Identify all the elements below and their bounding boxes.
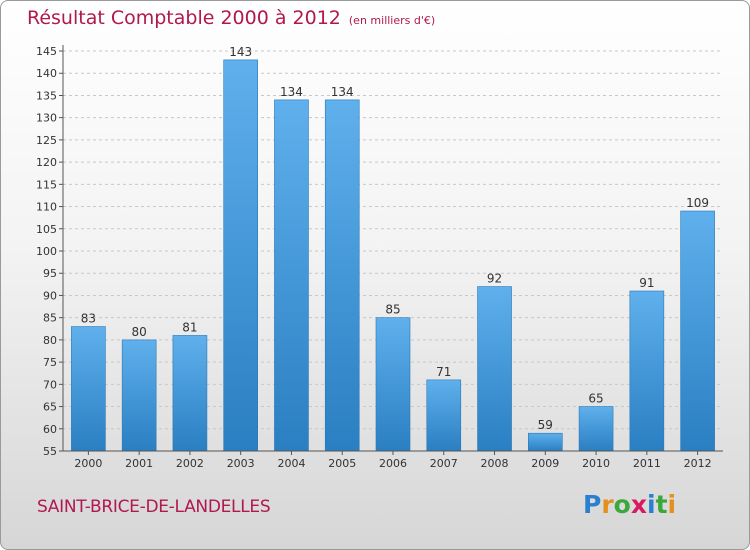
data-label: 109 [686, 196, 709, 210]
data-label: 85 [385, 303, 400, 317]
x-tick-label: 2007 [430, 457, 458, 470]
x-tick-label: 2002 [176, 457, 204, 470]
y-tick-label: 95 [43, 267, 57, 280]
x-tick-label: 2004 [277, 457, 305, 470]
x-tick-label: 2011 [633, 457, 661, 470]
y-tick-label: 100 [36, 245, 57, 258]
data-label: 143 [229, 45, 252, 59]
bar [274, 99, 309, 452]
logo-letter: x [630, 490, 647, 519]
bar [426, 379, 462, 452]
bar [680, 210, 715, 452]
y-tick-label: 140 [36, 67, 57, 80]
x-tick-label: 2001 [125, 457, 153, 470]
bar [223, 59, 258, 452]
y-tick-label: 90 [43, 289, 57, 302]
data-label: 91 [639, 276, 654, 290]
chart-title: Résultat Comptable 2000 à 2012 (en millie… [27, 7, 435, 29]
y-tick-label: 130 [36, 112, 57, 125]
x-tick-label: 2006 [379, 457, 407, 470]
x-tick-label: 2008 [481, 457, 509, 470]
data-label: 83 [81, 312, 96, 326]
bar [578, 406, 614, 452]
bar [528, 432, 563, 452]
data-label: 81 [182, 320, 197, 334]
x-tick-label: 2000 [74, 457, 102, 470]
bar [121, 339, 157, 452]
bar [71, 326, 106, 452]
bar [477, 286, 512, 452]
x-tick-label: 2003 [227, 457, 255, 470]
y-tick-label: 80 [43, 334, 57, 347]
x-tick-label: 2005 [328, 457, 356, 470]
bar [375, 317, 411, 452]
data-label: 134 [280, 85, 303, 99]
x-tick-label: 2009 [531, 457, 559, 470]
bar [324, 99, 360, 452]
y-tick-label: 145 [36, 45, 57, 58]
y-tick-label: 75 [43, 356, 57, 369]
logo-letter: t [655, 490, 668, 519]
bar [629, 290, 665, 452]
logo-letter: P [583, 490, 602, 519]
title-unit: (en milliers d'€) [348, 14, 436, 27]
y-tick-label: 85 [43, 312, 57, 325]
x-tick-label: 2010 [582, 457, 610, 470]
y-tick-label: 60 [43, 423, 57, 436]
y-tick-label: 125 [36, 134, 57, 147]
y-tick-label: 115 [36, 178, 57, 191]
y-tick-label: 135 [36, 89, 57, 102]
y-tick-label: 70 [43, 378, 57, 391]
y-tick-label: 110 [36, 201, 57, 214]
y-tick-label: 105 [36, 223, 57, 236]
x-tick-label: 2012 [684, 457, 712, 470]
logo-letter: i [647, 490, 656, 519]
logo-letter: o [613, 490, 631, 519]
y-tick-label: 65 [43, 401, 57, 414]
title-text: Résultat Comptable 2000 à 2012 [27, 7, 341, 29]
y-tick-label: 55 [43, 445, 57, 458]
data-label: 59 [538, 418, 553, 432]
data-label: 71 [436, 365, 451, 379]
commune-name: SAINT-BRICE-DE-LANDELLES [37, 497, 271, 517]
y-tick-label: 120 [36, 156, 57, 169]
logo-letter: r [601, 490, 614, 519]
proxiti-logo: Proxiti [583, 490, 676, 519]
logo-letter: i [667, 490, 677, 519]
data-label: 92 [487, 272, 502, 286]
data-label: 80 [132, 325, 147, 339]
data-label: 134 [331, 85, 354, 99]
data-label: 65 [588, 392, 603, 406]
bar [172, 335, 208, 452]
